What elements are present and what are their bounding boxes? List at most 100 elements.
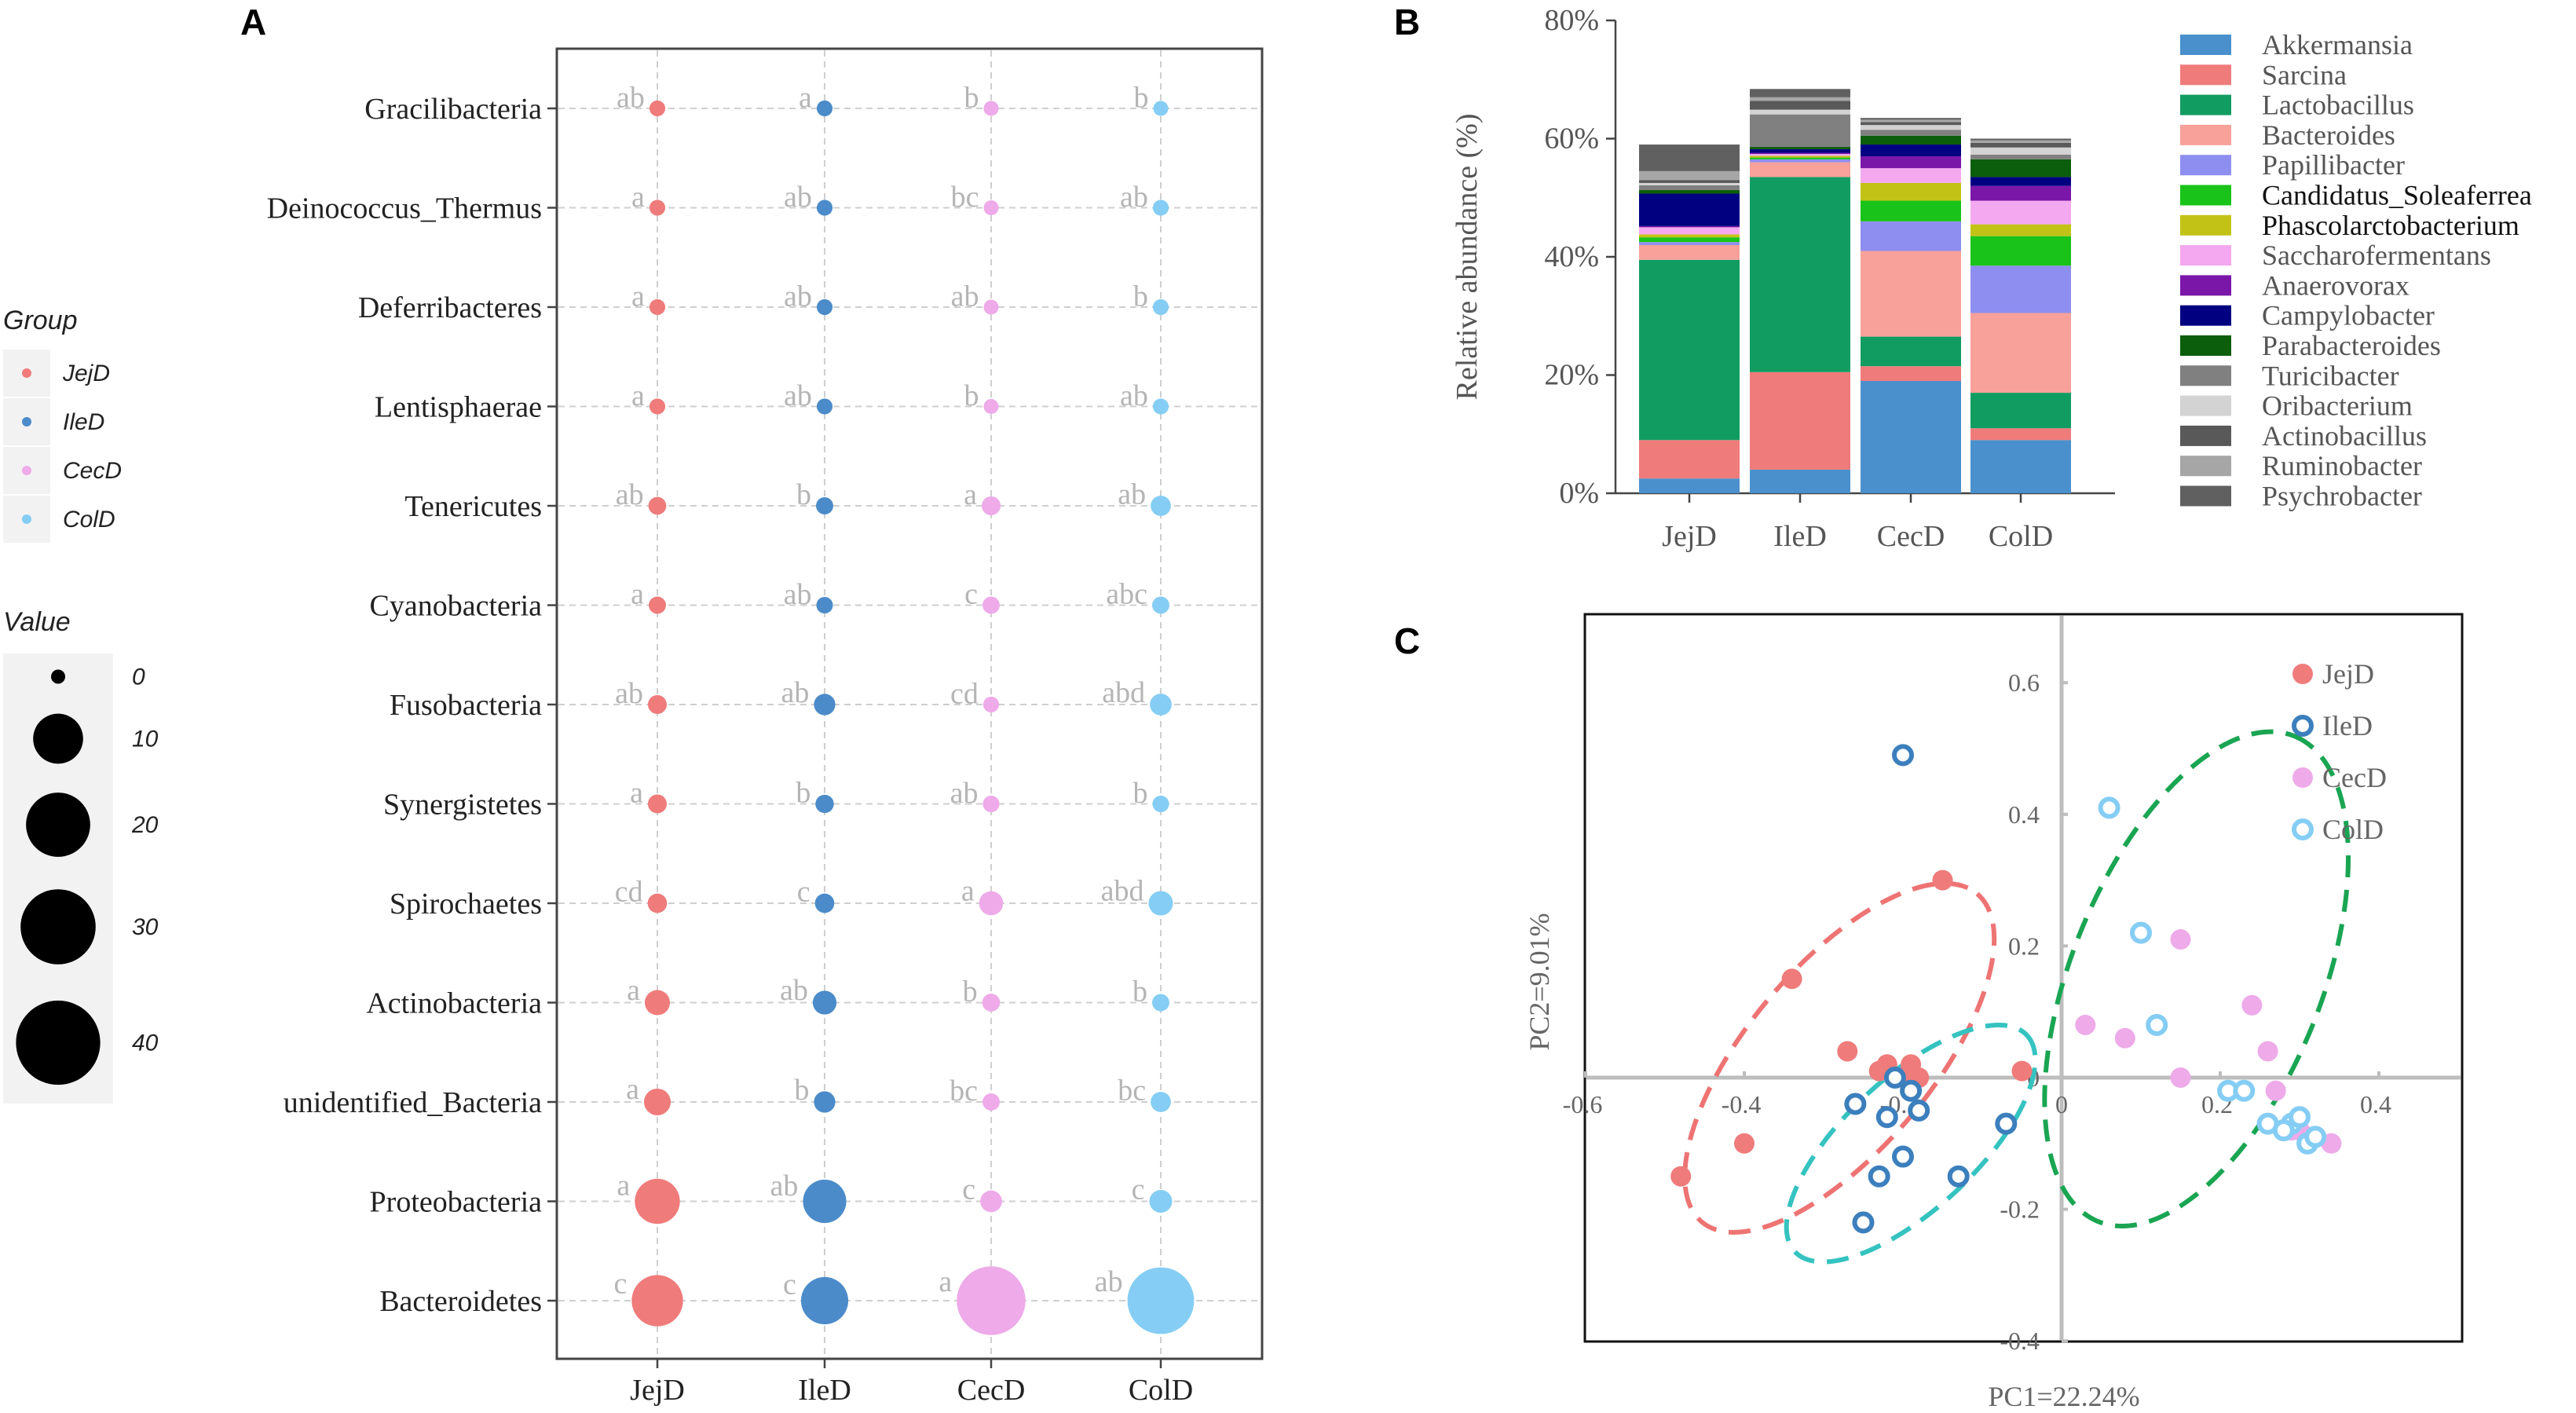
bar-legend-swatch-oribacterium [2180,395,2231,416]
letter-fusobacteria-cold: abd [1102,676,1145,709]
letter-cyanobacteria-iled: ab [784,578,812,611]
pca-point-cecd-2 [2114,1027,2135,1049]
bubble-gracilibacteria-cecd [983,101,999,116]
bar-x-label-jejd: JejD [1662,520,1717,553]
bubble-synergistetes-cold [1152,795,1169,813]
bar-legend-swatch-saccharofermentans [2180,245,2231,266]
legend-size-label-0: 0 [132,664,145,690]
bar-x-labels: JejD IleD CecD ColD [1662,493,2053,553]
bar-legend-label-parabacteroides: Parabacteroides [2262,330,2441,361]
letter-actinobacteria-jejd: a [627,974,640,1007]
pca-point-cecd-6 [2265,1080,2286,1101]
letter-bacteroidetes-cecd: a [939,1265,952,1298]
bubble-proteobacteria-jejd [635,1178,680,1224]
bar-legend-swatch-parabacteroides [2180,335,2231,356]
bar-seg-iled-turicibacter [1750,114,1850,148]
pca-point-cold-2 [2146,1013,2168,1036]
letter-spirochaetes-cold: abd [1101,875,1144,908]
bar-legend-swatch-ruminobacter [2180,456,2231,477]
bar-legend-swatch-papillibacter [2180,155,2231,176]
row-label-actinobacteria: Actinobacteria [366,987,542,1020]
letter-deinococcus-thermus-cecd: bc [951,181,979,214]
bar-seg-cold-candidatus-soleaferrea [1970,236,2071,266]
bubble-chart-legend: Group JejD IleD CecD ColD Value 0 10 20 30 40 [3,306,159,1104]
bar-seg-iled-sarcina [1750,372,1850,470]
bubble-spirochaetes-jejd [647,893,668,913]
bubble-deinococcus-thermus-cecd [983,200,999,216]
letter-deinococcus-thermus-cold: ab [1120,181,1148,214]
bar-legend-label-lactobacillus: Lactobacillus [2262,90,2414,121]
legend-value-entries: 0 10 20 30 40 [3,653,159,1104]
bubble-actinobacteria-cecd [982,994,1001,1012]
pca-point-iled-0 [1892,744,1914,767]
pca-point-jejd-9 [2011,1060,2033,1082]
bubble-lentisphaerae-cecd [983,398,999,415]
bar-legend-swatch-lactobacillus [2180,94,2231,115]
bar-seg-jejd-lactobacillus [1639,259,1740,441]
bar-legend-label-phascolarctobacterium: Phascolarctobacterium [2262,210,2519,241]
bar-seg-jejd-campylobacter [1639,193,1740,226]
bubble-gracilibacteria-cold [1153,101,1169,116]
letter-spirochaetes-jejd: cd [615,876,643,909]
bar-seg-cold-saccharofermentans [1970,200,2071,225]
pca-point-iled-3 [1844,1093,1867,1115]
pca-ellipse-jejd [1682,880,1997,1235]
pca-point-jejd-4 [1734,1133,1755,1154]
bar-seg-cold-oribacterium [1970,147,2071,155]
letter-deferribacteres-jejd: a [631,280,645,313]
bubble-deferribacteres-iled [816,298,833,316]
bar-seg-cecd-turicibacter [1861,130,1961,136]
bubble-bacteroidetes-cecd [957,1266,1026,1335]
pca-legend-marker-cecd [2292,767,2313,788]
row-label-deferribacteres: Deferribacteres [358,291,542,324]
bar-seg-cecd-ruminobacter [1861,119,1961,123]
letter-spirochaetes-cecd: a [961,875,975,908]
bar-seg-iled-saccharofermentans [1750,154,1850,156]
letter-fusobacteria-cecd: cd [950,677,979,710]
bar-seg-cecd-sarcina [1861,366,1961,382]
letter-tenericutes-iled: b [796,478,811,511]
bar-legend-label-papillibacter: Papillibacter [2262,149,2405,181]
bar-seg-jejd-oribacterium [1639,182,1740,185]
bar-legend-swatch-akkermansia [2180,35,2231,55]
pca-point-jejd-1 [1781,968,1802,990]
legend-key-cecd [22,466,31,475]
bar-seg-cecd-oribacterium [1861,125,1961,130]
letter-proteobacteria-jejd: a [617,1169,630,1202]
bar-legend-swatch-turicibacter [2180,365,2231,386]
bubble-cyanobacteria-cold [1152,596,1169,614]
row-label-gracilibacteria: Gracilibacteria [364,93,542,126]
pca-point-cecd-5 [2257,1041,2278,1062]
letter-tenericutes-cecd: a [964,478,977,511]
pca-point-jejd-3 [1670,1166,1692,1187]
bar-seg-iled-phascolarctobacterium [1750,156,1850,158]
letter-lentisphaerae-cold: ab [1120,379,1148,412]
letter-proteobacteria-cold: c [1132,1173,1145,1206]
bar-legend-label-anaerovorax: Anaerovorax [2262,269,2410,301]
legend-key-iled [22,417,31,426]
bubble-spirochaetes-cecd [979,891,1004,916]
legend-size-circle-4 [16,1000,101,1085]
pca-x-axis-label: PC1=22.24% [1988,1381,2139,1412]
bar-seg-iled-bacteroides [1750,162,1850,178]
bar-y-tick-label-1: 20% [1544,359,1599,392]
bar-seg-jejd-actinobacillus [1639,180,1740,183]
pca-point-cecd-4 [2241,994,2263,1016]
bar-y-axis-label: Relative abundance (%) [1451,113,1484,400]
bar-seg-jejd-saccharofermentans [1639,227,1740,235]
bubble-bacteroidetes-iled [800,1276,849,1325]
legend-label-cold: ColD [63,507,115,533]
legend-size-circle-3 [20,889,96,965]
bubble-chart-panel: A Group JejD IleD CecD ColD Value 0 10 20 30 40… [3,2,1264,1407]
bar-legend-label-candidatus-soleaferrea: Candidatus_Soleaferrea [2262,180,2532,211]
letter-unidentified-bacteria-cold: bc [1118,1074,1146,1107]
bar-seg-cecd-candidatus-soleaferrea [1861,200,1961,221]
bar-seg-iled-anaerovorax [1750,152,1850,155]
pca-legend-label-cold: ColD [2322,814,2384,845]
bubble-fusobacteria-cold [1150,694,1172,716]
pca-point-iled-8 [1852,1211,1875,1234]
pca-point-cecd-1 [2075,1014,2096,1035]
letter-fusobacteria-jejd: ab [615,677,643,710]
pca-point-jejd-2 [1837,1041,1858,1062]
